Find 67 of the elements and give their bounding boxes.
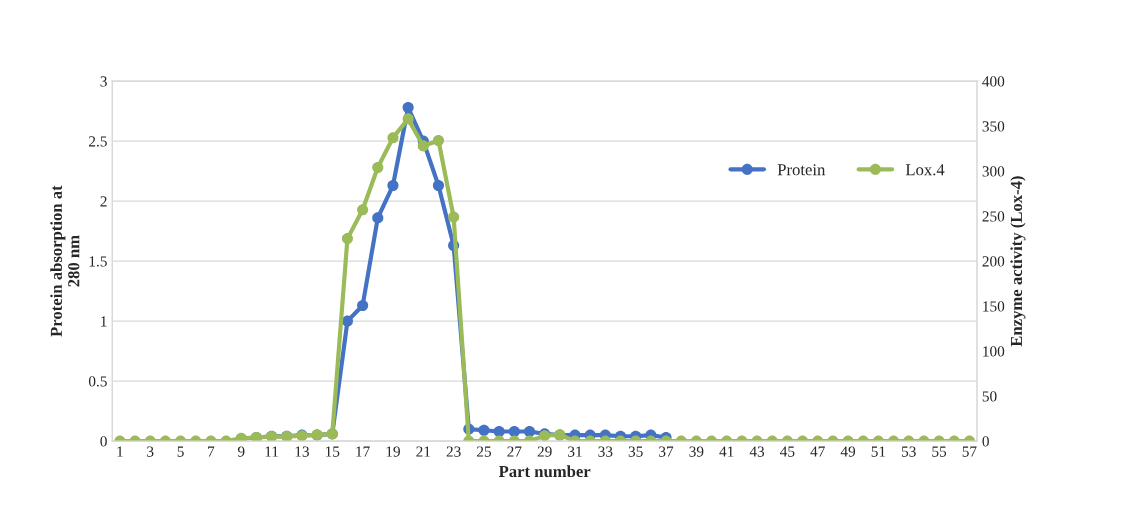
- point: [357, 299, 369, 312]
- y2-tick-label: 50: [982, 391, 997, 402]
- point: [432, 134, 445, 147]
- y2-tick-label: 400: [982, 76, 1005, 87]
- x-tick-label: 23: [446, 446, 461, 457]
- x-tick-label: 31: [568, 446, 582, 457]
- x-tick-label: 41: [719, 446, 734, 457]
- y-tick-label: 2.5: [89, 136, 107, 147]
- x-tick-label: 33: [598, 446, 613, 457]
- x-tick-label: 39: [689, 446, 704, 457]
- y-tick-label: 0.5: [88, 376, 107, 387]
- point: [402, 113, 414, 125]
- x-tick-label: 13: [295, 446, 309, 457]
- y2-tick-label: 200: [982, 256, 1005, 267]
- y2-tick-label: 150: [983, 301, 1005, 312]
- x-tick-label: 3: [147, 446, 154, 457]
- point: [478, 424, 490, 436]
- x-tick-label: 53: [901, 446, 916, 457]
- x-tick-label: 29: [537, 446, 552, 457]
- x-tick-label: 55: [932, 446, 947, 457]
- point: [432, 179, 445, 192]
- y-tick-label: 3: [100, 76, 107, 87]
- x-tick-label: 5: [177, 446, 184, 457]
- y2-tick-label: 250: [982, 211, 1005, 222]
- point: [448, 211, 460, 223]
- y2-tick-label: 100: [983, 346, 1005, 357]
- point: [493, 425, 505, 438]
- x-tick-label: 51: [871, 446, 886, 457]
- x-tick-label: 21: [416, 446, 431, 457]
- y-tick-label: 1.5: [89, 256, 107, 267]
- x-tick-label: 19: [386, 446, 400, 457]
- y2-tick-label: 0: [982, 436, 989, 447]
- y2-axis-title: Enzyme activity (Lox-4): [1010, 176, 1026, 347]
- x-tick-label: 1: [117, 446, 123, 457]
- x-tick-label: 35: [628, 446, 643, 457]
- point: [523, 425, 536, 438]
- legend-label: Protein: [777, 164, 826, 176]
- x-tick-label: 57: [962, 446, 977, 457]
- point: [341, 315, 353, 327]
- point: [508, 425, 520, 438]
- y-tick-label: 1: [101, 316, 107, 327]
- y-axis-title: Protein absorption at 280 nm: [50, 185, 80, 337]
- x-tick-label: 11: [265, 446, 279, 457]
- x-tick-label: 25: [477, 446, 492, 457]
- point: [387, 132, 399, 144]
- x-tick-label: 17: [356, 446, 370, 457]
- point: [387, 179, 399, 192]
- point: [372, 212, 384, 224]
- x-axis-title: Part number: [498, 465, 591, 478]
- y2-tick-label: 350: [982, 121, 1005, 132]
- x-tick-label: 45: [780, 446, 795, 457]
- x-tick-label: 27: [507, 446, 522, 457]
- x-tick-label: 15: [325, 446, 340, 457]
- x-tick-label: 47: [810, 446, 825, 457]
- y2-tick-label: 300: [982, 166, 1005, 177]
- y-tick-label: 0: [100, 436, 107, 447]
- x-tick-label: 37: [659, 446, 674, 457]
- x-tick-label: 7: [208, 446, 215, 457]
- point: [357, 204, 369, 216]
- point: [341, 233, 353, 245]
- x-tick-label: 9: [237, 446, 245, 457]
- legend-label: Lox.4: [905, 164, 945, 176]
- y-tick-label: 2: [100, 196, 107, 207]
- x-tick-label: 43: [749, 446, 765, 457]
- point: [417, 140, 429, 152]
- x-tick-label: 49: [840, 446, 856, 457]
- point: [372, 161, 384, 174]
